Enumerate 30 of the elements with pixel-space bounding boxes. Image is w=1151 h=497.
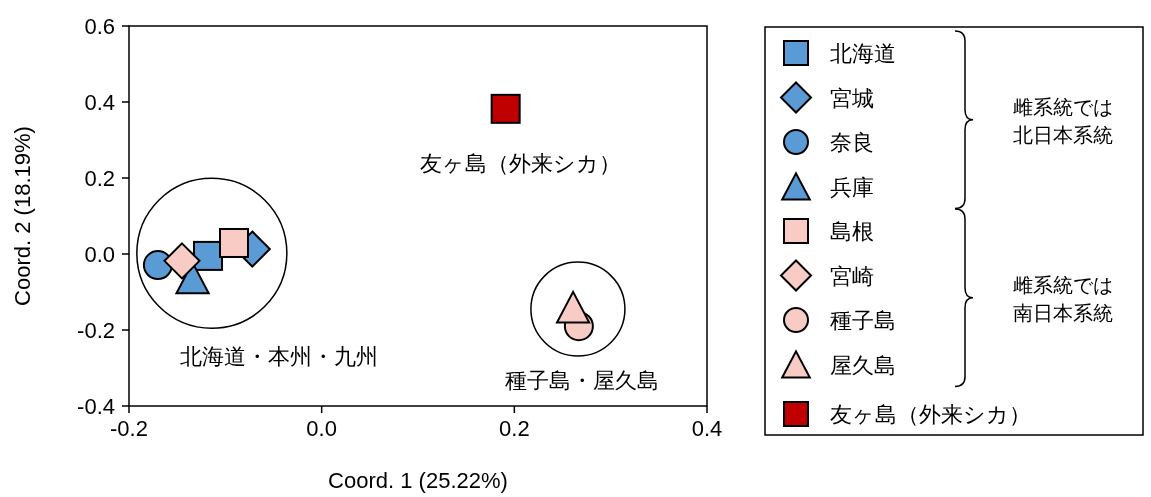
point [142, 250, 173, 281]
legend-label: 奈良 [830, 130, 874, 155]
x-tick-label: 0.4 [691, 416, 723, 441]
x-tick-label: 0.0 [306, 416, 337, 441]
annotation: 種子島・屋久島 [505, 368, 659, 393]
y-tick-label: 0.4 [84, 90, 115, 115]
point [219, 227, 249, 258]
point [490, 93, 521, 124]
legend-label: 宮城 [830, 85, 874, 111]
text: 雌系統では南日本系統 [1013, 273, 1113, 324]
point [163, 242, 201, 280]
y-axis-title: Coord. 2 (18.19%) [10, 126, 35, 306]
legend-label: 種子島 [830, 308, 896, 333]
y-tick-label: 0.6 [84, 14, 115, 39]
legend-label: 北海道 [830, 41, 896, 66]
legend-label: 友ヶ島（外来シカ） [830, 402, 1031, 427]
y-tick-label: 0.2 [84, 166, 115, 191]
y-tick-label: 0.0 [84, 242, 115, 267]
legend-label: 島根 [830, 219, 874, 244]
text: 雌系統では北日本系統 [1013, 95, 1113, 146]
x-tick-label: -0.2 [110, 416, 148, 441]
y-tick-label: -0.2 [77, 318, 115, 343]
legend-label: 宮崎 [830, 263, 874, 289]
x-tick-label: 0.2 [499, 416, 530, 441]
annotation: 友ヶ島（外来シカ） [419, 151, 621, 176]
legend-label: 兵庫 [830, 174, 874, 200]
legend-label: 屋久島 [830, 352, 896, 378]
x-axis-title: Coord. 1 (25.22%) [328, 468, 508, 493]
y-tick-label: -0.4 [77, 394, 115, 419]
annotation: 北海道・本州・九州 [180, 344, 378, 369]
